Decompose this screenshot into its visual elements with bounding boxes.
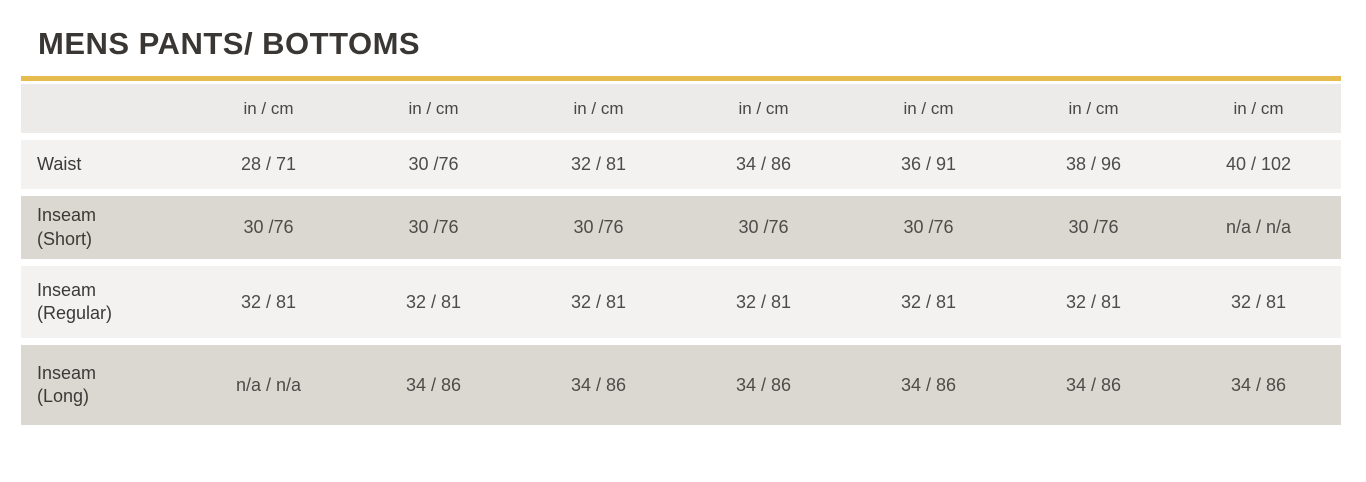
row-label: Waist <box>21 140 186 189</box>
unit-header-row: in / cm in / cm in / cm in / cm in / cm … <box>21 84 1341 133</box>
size-cell: 32 / 81 <box>1065 291 1122 312</box>
size-cell: 34 / 86 <box>570 374 627 395</box>
size-cell: 30 /76 <box>243 217 294 237</box>
row-label: Inseam (Regular) <box>21 266 186 338</box>
size-cell: 34 / 86 <box>735 374 792 395</box>
unit-header-cell: in / cm <box>1068 98 1119 118</box>
size-cell: 38 / 96 <box>1065 154 1122 174</box>
row-label: Inseam (Short) <box>21 196 186 259</box>
size-cell: 34 / 86 <box>405 374 462 395</box>
accent-divider <box>21 76 1341 81</box>
size-cell: 32 / 81 <box>735 291 792 312</box>
row-label-line1: Inseam <box>37 279 97 300</box>
unit-header-cell: in / cm <box>573 98 624 118</box>
row-label-line1: Inseam <box>37 205 97 226</box>
unit-header-cell: in / cm <box>903 98 954 118</box>
size-cell: 28 / 71 <box>240 154 297 174</box>
size-cell: 32 / 81 <box>405 291 462 312</box>
size-cell: 30 /76 <box>738 217 789 237</box>
size-cell: 32 / 81 <box>240 291 297 312</box>
size-cell: 34 / 86 <box>735 154 792 174</box>
size-cell: 34 / 86 <box>1230 374 1287 395</box>
size-cell: n/a / n/a <box>1225 217 1292 237</box>
row-label: Inseam (Long) <box>21 345 186 425</box>
row-label-line1: Waist <box>37 153 82 174</box>
corner-cell <box>21 84 186 133</box>
size-cell: 32 / 81 <box>1230 291 1287 312</box>
unit-header-cell: in / cm <box>1233 98 1284 118</box>
size-cell: 34 / 86 <box>900 374 957 395</box>
row-label-line2: (Regular) <box>37 303 113 323</box>
row-label-line2: (Long) <box>37 386 90 406</box>
size-cell: 40 / 102 <box>1225 154 1292 174</box>
size-cell: n/a / n/a <box>235 374 302 395</box>
size-cell: 30 /76 <box>408 154 459 174</box>
unit-header-cell: in / cm <box>738 98 789 118</box>
size-cell: 30 /76 <box>903 217 954 237</box>
size-cell: 36 / 91 <box>900 154 957 174</box>
table-row-inseam-long: Inseam (Long) n/a / n/a 34 / 86 34 / 86 … <box>21 345 1341 425</box>
table-row-inseam-regular: Inseam (Regular) 32 / 81 32 / 81 32 / 81… <box>21 266 1341 338</box>
size-cell: 30 /76 <box>573 217 624 237</box>
size-cell: 30 /76 <box>408 217 459 237</box>
unit-header-cell: in / cm <box>408 98 459 118</box>
table-row-inseam-short: Inseam (Short) 30 /76 30 /76 30 /76 30 /… <box>21 196 1341 259</box>
size-chart-table: in / cm in / cm in / cm in / cm in / cm … <box>21 84 1341 432</box>
size-cell: 30 /76 <box>1068 217 1119 237</box>
row-label-line2: (Short) <box>37 228 93 249</box>
size-cell: 34 / 86 <box>1065 374 1122 395</box>
unit-header-cell: in / cm <box>243 98 294 118</box>
size-cell: 32 / 81 <box>570 291 627 312</box>
size-cell: 32 / 81 <box>570 154 627 174</box>
table-row-waist: Waist 28 / 71 30 /76 32 / 81 34 / 86 36 … <box>21 140 1341 189</box>
size-cell: 32 / 81 <box>900 291 957 312</box>
page-title: MENS PANTS/ BOTTOMS <box>38 26 421 61</box>
row-label-line1: Inseam <box>37 362 97 383</box>
